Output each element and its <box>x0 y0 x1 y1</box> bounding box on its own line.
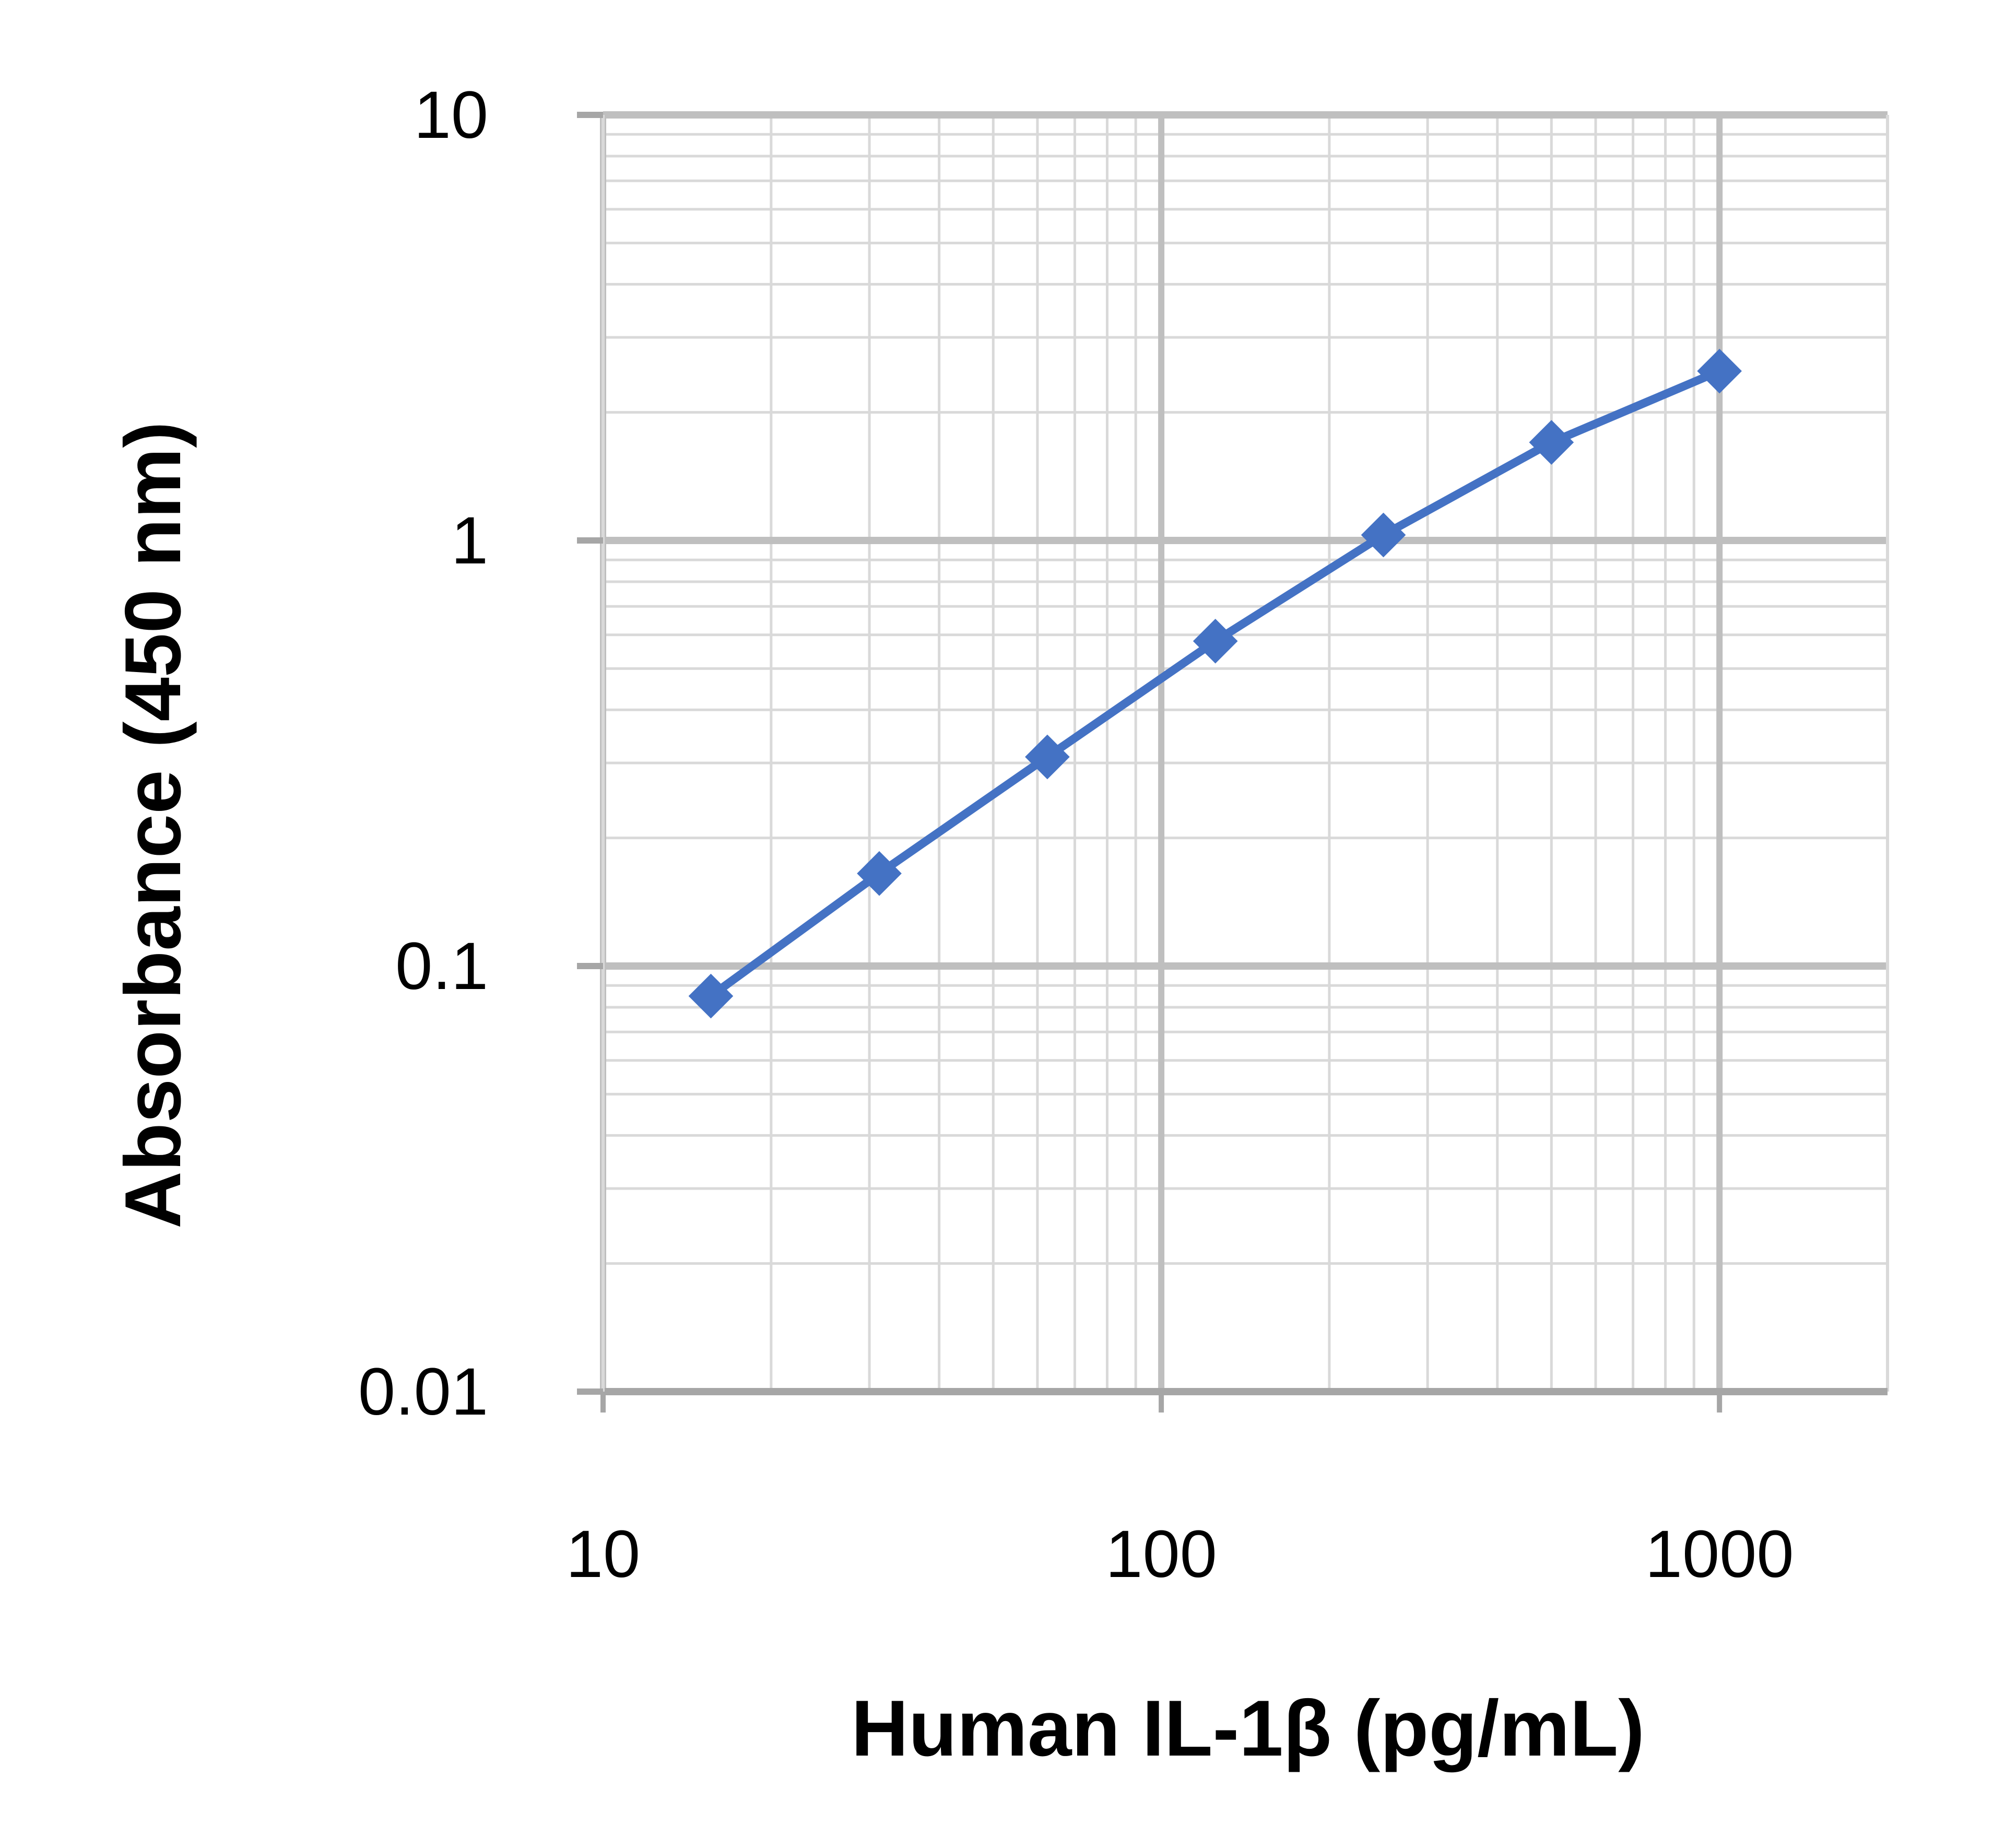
axes <box>577 112 1889 1413</box>
minor-gridlines <box>603 115 1889 1392</box>
data-point-marker <box>1697 348 1742 394</box>
x-tick-label: 10 <box>566 1517 640 1592</box>
data-point-marker <box>1361 512 1406 558</box>
x-tick-label: 100 <box>1105 1517 1217 1592</box>
y-tick-label: 0.1 <box>395 929 488 1004</box>
y-tick-labels: 0.01 0.1 1 10 <box>358 78 488 1429</box>
data-point-marker <box>688 973 734 1019</box>
x-axis-title: Human IL-1β (pg/mL) <box>851 1684 1645 1773</box>
y-tick-label: 1 <box>451 503 488 578</box>
x-tick-labels: 10 100 1000 <box>566 1517 1794 1592</box>
series-layer <box>688 348 1742 1019</box>
y-tick-label: 0.01 <box>358 1355 488 1429</box>
data-point-marker <box>857 851 902 896</box>
plot-area <box>577 111 1889 1413</box>
data-point-marker <box>1529 420 1574 465</box>
data-point-marker <box>1193 618 1238 664</box>
y-axis-title: Absorbance (450 nm) <box>109 421 197 1229</box>
y-tick-label: 10 <box>414 78 488 152</box>
data-point-marker <box>1025 734 1070 780</box>
x-tick-label: 1000 <box>1645 1517 1794 1592</box>
